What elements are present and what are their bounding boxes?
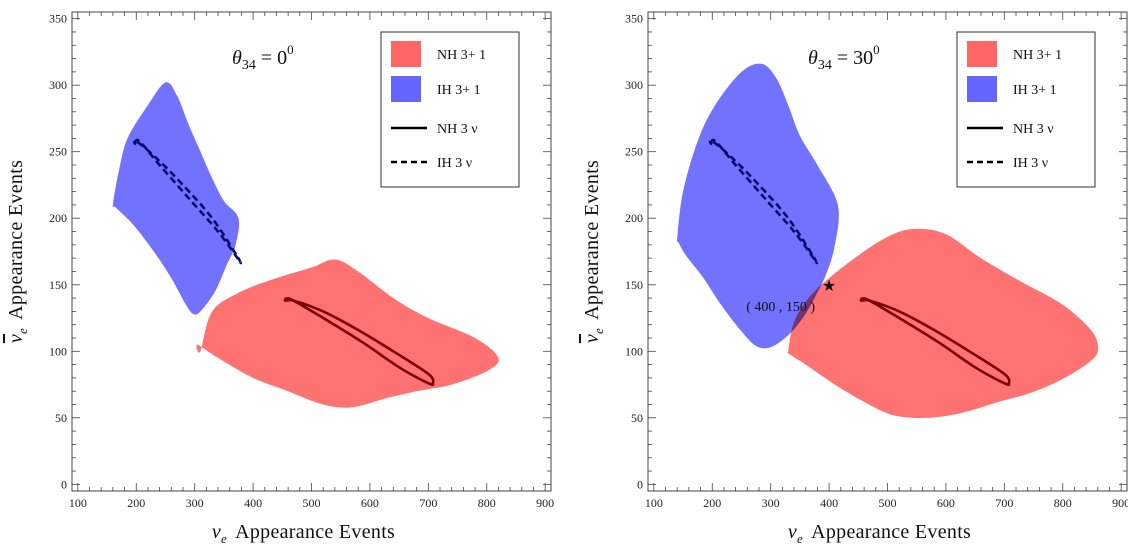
x-tick-label: 100 [645,496,663,510]
x-tick-label: 300 [186,496,204,510]
legend-label: NH 3 ν [437,122,478,137]
x-tick-label: 400 [244,496,262,510]
nh-3plus1-region [787,228,1099,418]
theta-symbol: θ [232,47,242,69]
theta-annotation: θ34 = 300 [808,42,880,73]
tick-marks [648,12,1127,491]
x-axis-subscript: e [221,531,227,545]
y-tick-label: 50 [55,411,67,425]
y-axis-label: Appearance Events [581,160,603,320]
y-tick-label: 100 [49,344,67,358]
left-panel: 100 200 300 400 500 600 700 800 900 0 50 100 150 200 2… [5,11,554,545]
y-tick-label: 150 [49,278,67,292]
y-tick-label: 100 [625,344,643,358]
y-axis-symbol: ν [581,334,603,343]
x-axis-label: Appearance Events [811,521,971,543]
legend: NH 3+ 1 IH 3+ 1 NH 3 ν IH 3 ν [956,31,1096,188]
ih-3nu-contour [708,138,819,265]
legend-nh-3plus1-swatch [391,41,421,67]
x-tick-label: 200 [703,496,721,510]
legend-label: IH 3 ν [437,156,472,171]
legend-label: NH 3+ 1 [437,48,486,63]
y-tick-label: 300 [49,78,67,92]
x-tick-label: 500 [303,496,321,510]
legend-ih-3plus1-swatch [391,76,421,102]
x-tick-label: 200 [127,496,145,510]
ih-3nu-contour [132,138,243,265]
legend-label: IH 3+ 1 [437,83,481,98]
theta-value: = 30 [832,47,873,69]
x-tick-label: 800 [478,496,496,510]
plot-area [676,63,1099,418]
x-tick-label: 700 [419,496,437,510]
y-tick-label: 0 [61,477,67,491]
x-axis-title: νe Appearance Events [212,521,395,545]
y-axis-subscript: e [15,328,30,334]
nh-3nu-contour [859,297,1011,387]
point-label: ( 400 , 150 ) [746,300,815,315]
right-panel: 100 200 300 400 500 600 700 800 900 0 50 100 150 200 2… [581,11,1128,545]
legend-ih-3plus1-swatch [967,76,997,102]
y-tick-label: 200 [49,211,67,225]
legend-label: NH 3 ν [1013,122,1054,137]
x-tick-label: 300 [762,496,780,510]
theta-symbol: θ [808,47,818,69]
legend-label: IH 3 ν [1013,156,1048,171]
y-tick-label: 300 [625,78,643,92]
legend: NH 3+ 1 IH 3+ 1 NH 3 ν IH 3 ν [380,31,520,188]
theta-value: = 0 [256,47,287,69]
x-tick-label: 700 [995,496,1013,510]
y-tick-label: 150 [625,278,643,292]
legend-label: IH 3+ 1 [1013,83,1057,98]
x-tick-label: 600 [937,496,955,510]
theta-annotation: θ34 = 00 [232,42,294,73]
x-axis-symbol: ν [788,521,797,543]
star-marker: ★ [822,276,836,295]
x-axis-symbol: ν [212,521,221,543]
x-axis-label: Appearance Events [235,521,395,543]
x-axis-subscript: e [797,531,803,545]
y-tick-label: 350 [625,12,643,26]
y-axis-label: Appearance Events [5,160,27,320]
x-tick-label: 800 [1054,496,1072,510]
y-tick-label: 250 [49,145,67,159]
y-tick-label: 0 [637,477,643,491]
y-axis-symbol: ν [5,334,27,343]
x-tick-label: 500 [879,496,897,510]
nh-3nu-contour [283,297,435,387]
ih-3plus1-region [112,82,240,315]
plot-area [112,82,499,408]
tick-marks [72,12,551,491]
y-axis-subscript: e [591,328,606,334]
y-tick-label: 350 [49,12,67,26]
x-tick-label: 400 [820,496,838,510]
y-tick-label: 250 [625,145,643,159]
x-tick-label: 900 [536,496,554,510]
legend-nh-3plus1-swatch [967,41,997,67]
legend-label: NH 3+ 1 [1013,48,1062,63]
x-tick-label: 100 [69,496,87,510]
y-tick-label: 50 [631,411,643,425]
theta-superscript: 0 [873,42,880,57]
y-axis-title: νe Appearance Events [581,160,606,343]
theta-subscript: 34 [242,58,256,73]
x-tick-label: 900 [1112,496,1128,510]
theta-superscript: 0 [287,42,294,57]
y-tick-label: 200 [625,211,643,225]
y-axis-title: νe Appearance Events [5,160,30,343]
theta-subscript: 34 [818,58,832,73]
x-tick-label: 600 [361,496,379,510]
x-axis-title: νe Appearance Events [788,521,971,545]
ih-3plus1-region [676,63,839,349]
